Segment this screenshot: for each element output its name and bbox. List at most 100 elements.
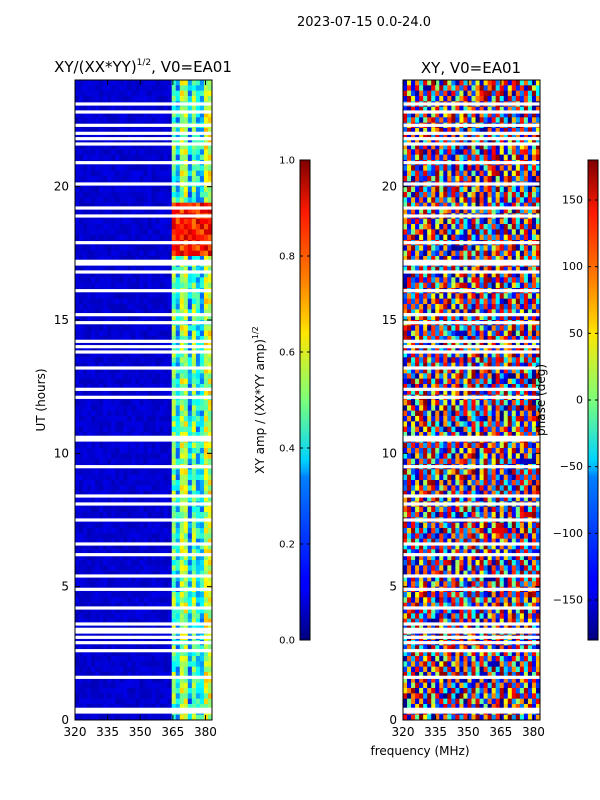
heatmap-cell <box>183 490 189 497</box>
heatmap-cell <box>139 560 144 566</box>
heatmap-cell <box>163 693 169 700</box>
heatmap-cell <box>79 410 84 417</box>
heatmap-cell <box>79 234 84 241</box>
heatmap-cell <box>195 112 201 118</box>
heatmap-cell <box>151 570 156 577</box>
heatmap-cell <box>147 309 152 316</box>
heatmap-cell <box>115 416 120 422</box>
heatmap-cell <box>111 528 116 534</box>
heatmap-cell <box>123 170 128 177</box>
heatmap-cell <box>75 106 80 113</box>
heatmap-cell <box>119 613 124 620</box>
heatmap-cell <box>91 661 96 668</box>
heatmap-cell <box>111 656 116 662</box>
heatmap-cell <box>111 570 116 577</box>
heatmap-cell <box>99 256 104 262</box>
heatmap-cell <box>135 453 140 460</box>
heatmap-cell <box>199 346 205 353</box>
heatmap-cell <box>127 128 132 134</box>
heatmap-cell <box>95 208 100 214</box>
heatmap-cell <box>151 85 156 92</box>
heatmap-cell <box>163 549 169 556</box>
heatmap-cell <box>107 480 112 486</box>
heatmap-cell <box>151 565 156 572</box>
heatmap-cell <box>75 197 80 204</box>
heatmap-cell <box>79 496 84 502</box>
heatmap-cell <box>107 421 112 428</box>
heatmap-cell <box>163 688 169 694</box>
heatmap-cell <box>91 192 96 198</box>
heatmap-cell <box>95 250 100 257</box>
heatmap-cell <box>195 293 201 300</box>
heatmap-cell <box>191 688 197 694</box>
heatmap-cell <box>123 522 128 529</box>
heatmap-cell <box>115 672 120 678</box>
heatmap-cell <box>139 128 144 134</box>
heatmap-cell <box>207 304 212 310</box>
heatmap-cell <box>143 698 148 705</box>
heatmap-cell <box>515 112 521 118</box>
colorbar-tick-label: 0.6 <box>279 348 295 359</box>
heatmap-cell <box>115 208 120 214</box>
heatmap-cell <box>147 106 152 113</box>
heatmap-cell <box>463 85 468 92</box>
heatmap-cell <box>455 96 460 102</box>
heatmap-cell <box>515 202 521 209</box>
heatmap-cell <box>175 357 181 364</box>
heatmap-cell <box>163 282 169 289</box>
heatmap-cell <box>523 90 529 97</box>
flagged-time-row <box>75 259 212 263</box>
heatmap-cell <box>87 202 92 209</box>
heatmap-cell <box>75 442 80 449</box>
amplitude-colorbar-label: XY amp / (XX*YY amp)1/2 <box>251 326 267 474</box>
colorbar-tick-label: 0.2 <box>279 540 295 551</box>
heatmap-cell <box>435 85 440 92</box>
heatmap-cell <box>483 202 489 209</box>
heatmap-cell <box>167 576 173 582</box>
heatmap-cell <box>175 128 181 134</box>
heatmap-cell <box>79 698 84 705</box>
heatmap-cell <box>443 96 448 102</box>
heatmap-cell <box>79 421 84 428</box>
heatmap-cell <box>131 496 136 502</box>
heatmap-cell <box>139 682 144 689</box>
heatmap-cell <box>179 90 185 97</box>
heatmap-cell <box>143 693 148 700</box>
heatmap-cell <box>183 224 189 230</box>
heatmap-cell <box>79 592 84 598</box>
heatmap-cell <box>139 378 144 385</box>
heatmap-cell <box>91 704 96 710</box>
heatmap-cell <box>95 448 100 454</box>
heatmap-cell <box>139 346 144 353</box>
heatmap-cell <box>187 650 193 657</box>
heatmap-cell <box>195 704 201 710</box>
heatmap-cell <box>91 677 96 684</box>
heatmap-cell <box>127 533 132 540</box>
heatmap-cell <box>531 80 537 86</box>
heatmap-cell <box>111 597 116 604</box>
heatmap-cell <box>207 453 212 460</box>
heatmap-cell <box>499 170 505 177</box>
heatmap-cell <box>191 154 197 161</box>
heatmap-cell <box>99 672 104 678</box>
heatmap-cell <box>143 469 148 476</box>
heatmap-cell <box>123 186 128 193</box>
heatmap-cell <box>147 96 152 102</box>
heatmap-cell <box>507 144 513 150</box>
heatmap-cell <box>159 682 165 689</box>
heatmap-cell <box>171 266 177 273</box>
heatmap-cell <box>171 506 177 513</box>
heatmap-cell <box>519 112 525 118</box>
heatmap-cell <box>143 714 148 720</box>
heatmap-cell <box>151 176 156 182</box>
heatmap-cell <box>491 85 497 92</box>
heatmap-cell <box>187 480 193 486</box>
heatmap-cell <box>75 506 80 513</box>
heatmap-cell <box>195 298 201 305</box>
heatmap-cell <box>199 149 205 156</box>
heatmap-cell <box>111 90 116 97</box>
heatmap-cell <box>143 592 148 598</box>
heatmap-cell <box>143 106 148 113</box>
heatmap-cell <box>207 128 212 134</box>
heatmap-cell <box>167 613 173 620</box>
